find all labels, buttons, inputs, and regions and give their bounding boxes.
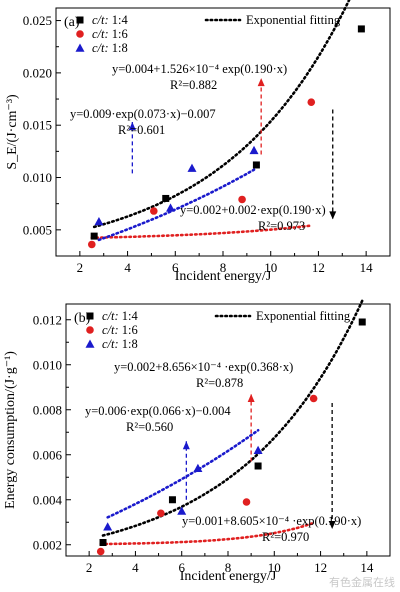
- fit-curve-1: [92, 0, 351, 229]
- x-axis-label: Incident energy/J: [175, 269, 272, 284]
- x-tick-label: 10: [264, 260, 277, 275]
- legend-marker: [76, 16, 84, 24]
- data-point-s1: [252, 161, 260, 169]
- chart-panel-b: 2 4 6 8 10 12 14 0.002 0.004 0.006 0.008 0.010 0.012…: [3, 299, 391, 584]
- legend-fit-label: Exponential fitting: [256, 309, 351, 323]
- data-point-s3: [177, 506, 187, 515]
- legend-label: c/t: 1:8: [102, 337, 138, 351]
- y-axis-label: Energy consumption/(J·g⁻¹): [3, 351, 18, 509]
- fit-curve-3: [106, 429, 260, 519]
- legend-fit-label: Exponential fitting: [246, 13, 341, 27]
- fit-curve-3: [97, 168, 256, 242]
- data-point-s1: [99, 539, 107, 546]
- fit-r-squared: R²=0.560: [126, 420, 173, 434]
- annotation-arrow-1-head: [128, 122, 136, 131]
- legend-marker: [76, 30, 84, 38]
- fit-r-squared: R²=0.601: [118, 123, 165, 137]
- annotation-arrow-2-head: [257, 78, 265, 87]
- y-tick-label: 0.015: [23, 118, 52, 133]
- fit-r-squared: R²=0.878: [196, 376, 243, 390]
- fit-curve-2: [99, 521, 315, 546]
- data-point-s1: [357, 25, 365, 33]
- y-tick-label: 0.010: [33, 357, 62, 372]
- annotation-arrow-3-head: [329, 211, 337, 220]
- fit-equation: y=0.006·exp(0.066·x)−0.004: [85, 404, 231, 418]
- fit-r-squared: R²=0.882: [170, 78, 217, 92]
- data-point-s3: [249, 145, 259, 155]
- y-tick-label: 0.010: [23, 170, 52, 185]
- legend-label: c/t: 1:4: [102, 309, 139, 323]
- data-point-s1: [168, 496, 176, 504]
- annotation-arrow-2-head: [247, 394, 255, 402]
- fit-equation: y=0.002+0.002·exp(0.190·x): [180, 203, 326, 217]
- y-tick-label: 0.006: [33, 447, 63, 462]
- fit-curve-1: [101, 299, 364, 537]
- legend-label: c/t: 1:8: [92, 41, 128, 55]
- y-tick-label: 0.025: [23, 13, 52, 28]
- x-tick-label: 14: [360, 560, 374, 575]
- chart-panel-a: 2 4 6 8 10 12 14 0.005 0.010 0.015 0.020 0.025 Incid…: [5, 0, 391, 284]
- data-point-s1: [254, 462, 262, 470]
- legend-marker: [75, 43, 85, 52]
- x-tick-label: 2: [86, 560, 93, 575]
- y-axis-label: S_E/(J·cm⁻³): [5, 94, 20, 170]
- x-tick-label: 6: [172, 260, 179, 275]
- x-tick-label: 4: [124, 260, 131, 275]
- x-tick-label: 12: [312, 260, 325, 275]
- data-point-s3: [187, 163, 197, 172]
- fit-r-squared: R²=0.973: [258, 219, 305, 233]
- data-point-s3: [94, 216, 104, 226]
- data-point-s1: [90, 232, 98, 240]
- x-tick-label: 10: [268, 560, 281, 575]
- data-point-s3: [103, 522, 113, 531]
- y-tick-label: 0.020: [23, 65, 52, 80]
- data-point-s2: [242, 498, 251, 506]
- legend-marker: [86, 312, 94, 320]
- x-axis-label: Incident energy/J: [180, 569, 277, 584]
- y-tick-label: 0.002: [33, 537, 62, 552]
- data-point-s2: [238, 195, 246, 204]
- panel-label: (b): [74, 311, 91, 326]
- x-tick-label: 14: [360, 260, 374, 275]
- legend-label: c/t: 1:4: [92, 13, 129, 27]
- fit-equation: y=0.002+8.656×10⁻⁴ ·exp(0.368·x): [114, 360, 293, 374]
- y-tick-label: 0.005: [23, 222, 52, 237]
- x-tick-label: 12: [314, 560, 327, 575]
- data-point-s2: [157, 509, 165, 518]
- x-tick-label: 8: [220, 260, 227, 275]
- data-point-s2: [96, 547, 105, 556]
- annotation-arrow-3-head: [328, 521, 336, 529]
- fit-equation: y=0.001+8.605×10⁻⁴ ·exp(0.190·x): [182, 514, 361, 528]
- data-point-s2: [309, 394, 318, 403]
- legend-marker: [86, 326, 94, 334]
- data-point-s2: [150, 207, 158, 215]
- y-tick-label: 0.004: [33, 492, 63, 507]
- x-tick-label: 2: [77, 260, 84, 275]
- fit-equation: y=0.009·exp(0.073·x)−0.007: [70, 107, 216, 121]
- annotation-arrow-1-head: [182, 441, 190, 450]
- x-tick-label: 4: [132, 560, 139, 575]
- data-point-s3: [193, 463, 203, 473]
- data-point-s3: [166, 203, 176, 212]
- x-tick-label: 6: [178, 560, 185, 575]
- legend-label: c/t: 1:6: [102, 323, 138, 337]
- data-point-s1: [358, 318, 366, 326]
- data-point-s2: [307, 98, 316, 106]
- fit-r-squared: R²=0.970: [262, 530, 309, 544]
- x-tick-label: 8: [225, 560, 232, 575]
- fit-curve-2: [90, 224, 313, 239]
- y-tick-label: 0.008: [33, 402, 62, 417]
- legend-marker: [85, 339, 95, 348]
- y-tick-label: 0.012: [33, 312, 62, 327]
- legend-label: c/t: 1:6: [92, 27, 128, 41]
- data-point-s1: [162, 194, 170, 202]
- panel-label: (a): [64, 15, 80, 30]
- data-point-s2: [87, 240, 96, 249]
- fit-equation: y=0.004+1.526×10⁻⁴ exp(0.190·x): [112, 62, 287, 76]
- watermark-text: 有色金属在线: [329, 575, 395, 589]
- data-point-s3: [253, 445, 263, 455]
